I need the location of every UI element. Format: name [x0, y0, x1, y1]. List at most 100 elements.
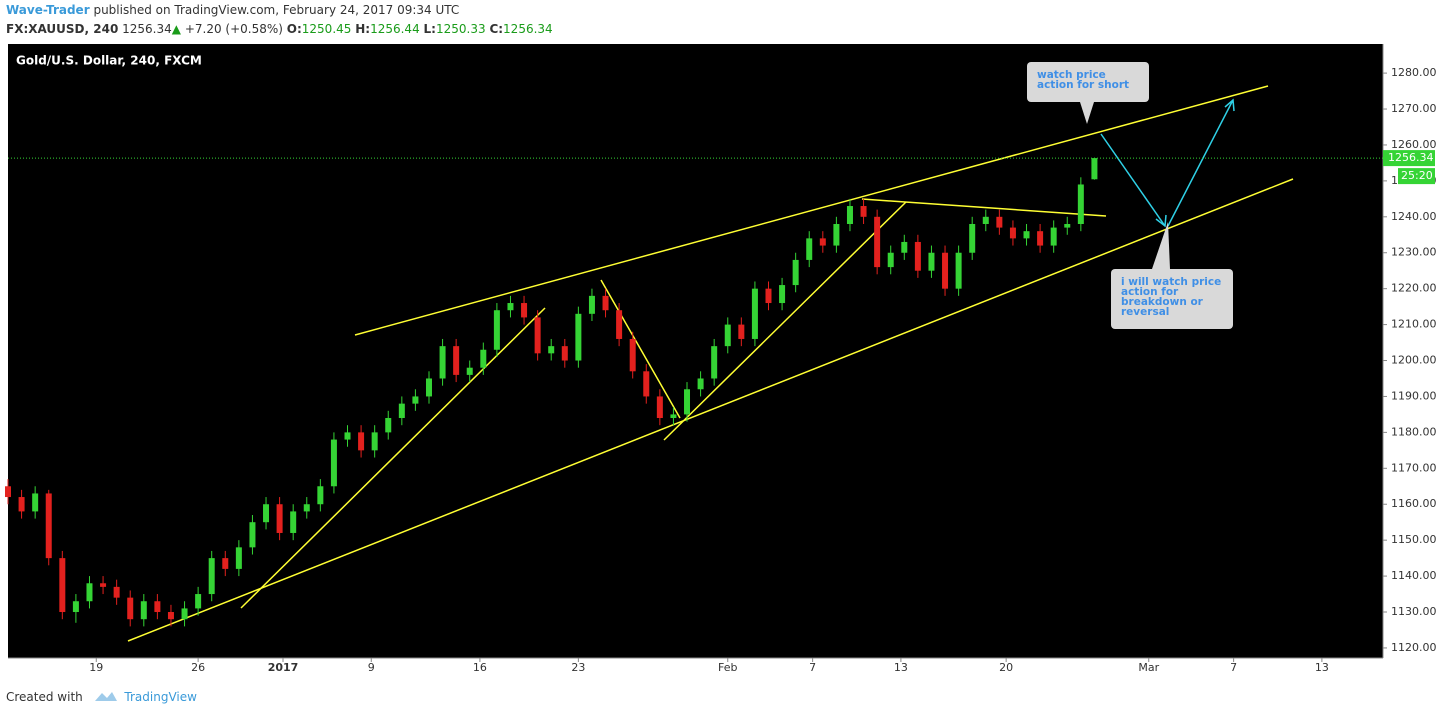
candle-body: [276, 504, 283, 533]
candle-body: [398, 403, 405, 419]
candle-body: [792, 259, 799, 286]
y-tick-label: 1270.00: [1391, 102, 1437, 115]
candle-body: [466, 367, 473, 375]
published: published on TradingView.com, February 2…: [93, 3, 460, 17]
candle-body: [955, 252, 962, 289]
candle-body: [521, 303, 528, 318]
quote-line: FX:XAUUSD, 240 1256.34▲ +7.20 (+0.58%) O…: [6, 22, 553, 36]
trendline: [663, 201, 907, 441]
y-tick-label: 1180.00: [1391, 425, 1437, 438]
candle-body: [493, 310, 500, 350]
arrow: [1100, 133, 1166, 227]
candle-body: [439, 346, 446, 379]
x-tick-label: 13: [894, 661, 908, 674]
x-tick-label: 23: [571, 661, 585, 674]
candle-body: [263, 504, 270, 523]
candle-body: [371, 432, 378, 451]
logo: [94, 692, 117, 701]
candle-body: [317, 486, 324, 505]
candle-body: [561, 346, 568, 361]
candle-body: [724, 324, 731, 347]
publish-line: Wave-Trader published on TradingView.com…: [6, 3, 459, 17]
candle-body: [643, 371, 650, 397]
y-tick-label: 1130.00: [1391, 605, 1437, 618]
y-tick-label: 1210.00: [1391, 318, 1437, 331]
trendlines: [127, 85, 1294, 642]
candle-body: [344, 432, 351, 440]
candle-body: [548, 346, 555, 354]
trendline: [240, 307, 546, 609]
author[interactable]: Wave-Trader: [6, 3, 90, 17]
candle-body: [425, 378, 432, 397]
candle-body: [453, 346, 460, 375]
timer-label: 25:20: [1401, 169, 1433, 182]
x-tick-label: 20: [999, 661, 1013, 674]
x-tick-label: 9: [368, 661, 375, 674]
projection-arrows: [1100, 98, 1235, 228]
candle-body: [181, 608, 188, 620]
x-tick-label: Feb: [718, 661, 737, 674]
x-tick-label: 19: [89, 661, 103, 674]
candle-body: [969, 223, 976, 253]
x-tick-label: 16: [473, 661, 487, 674]
last-price-tag: [1383, 150, 1435, 167]
c-value: 1256.34: [503, 22, 553, 36]
y-tick-label: 1170.00: [1391, 461, 1437, 474]
candle-body: [629, 338, 636, 372]
candle-body: [982, 216, 989, 224]
candle-body: [235, 547, 242, 569]
x-tick-label: 13: [1315, 661, 1329, 674]
candle-body: [1023, 231, 1030, 239]
candle-body: [819, 238, 826, 246]
last: 1256.34: [122, 22, 172, 36]
created-with: Created with: [6, 690, 83, 704]
candle-body: [385, 418, 392, 433]
candle-body: [874, 216, 881, 268]
candle-body: [575, 313, 582, 361]
candle-body: [167, 612, 174, 620]
x-tick-label: 26: [191, 661, 205, 674]
arrow-head: [1155, 214, 1167, 228]
y-tick-label: 1190.00: [1391, 389, 1437, 402]
y-tick-label: 1200.00: [1391, 354, 1437, 367]
x-tick-label: 2017: [268, 661, 299, 674]
candle-body: [1037, 231, 1044, 246]
candle-body: [779, 285, 786, 304]
candle-body: [45, 493, 52, 559]
candle-body: [249, 522, 256, 548]
h-value: 1256.44: [370, 22, 420, 36]
c-label: C:: [489, 22, 504, 36]
x-tick-label: 7: [1230, 661, 1237, 674]
callout-pointer: [1152, 222, 1170, 269]
candle-body: [860, 206, 867, 217]
candle-body: [290, 511, 297, 533]
chart-title: Gold/U.S. Dollar, 240, FXCM: [16, 54, 202, 68]
trendline: [861, 198, 1107, 217]
candle-body: [1009, 227, 1016, 239]
y-tick-label: 1240.00: [1391, 210, 1437, 223]
candle-body: [901, 241, 908, 253]
up-arrow: ▲: [171, 22, 181, 36]
candle-body: [684, 389, 691, 415]
x-tick-label: Mar: [1138, 661, 1159, 674]
l-value: 1250.33: [435, 22, 486, 36]
candle-body: [330, 439, 337, 487]
candle-body: [222, 558, 229, 569]
brand[interactable]: TradingView: [124, 690, 197, 704]
last-price-label: 1256.34: [1388, 151, 1434, 164]
candle-body: [887, 252, 894, 268]
y-tick-label: 1150.00: [1391, 533, 1437, 546]
change: +7.20 (+0.58%): [184, 22, 283, 36]
callout-pointer: [1080, 102, 1094, 124]
candle-body: [738, 324, 745, 339]
y-tick-label: 1230.00: [1391, 246, 1437, 259]
candle-body: [113, 586, 120, 598]
candle-body: [154, 601, 161, 613]
candle-body: [656, 396, 663, 419]
arrow-head: [1224, 98, 1235, 112]
candle-body: [358, 432, 365, 451]
candle-body: [942, 252, 949, 289]
candle-body: [195, 594, 202, 609]
